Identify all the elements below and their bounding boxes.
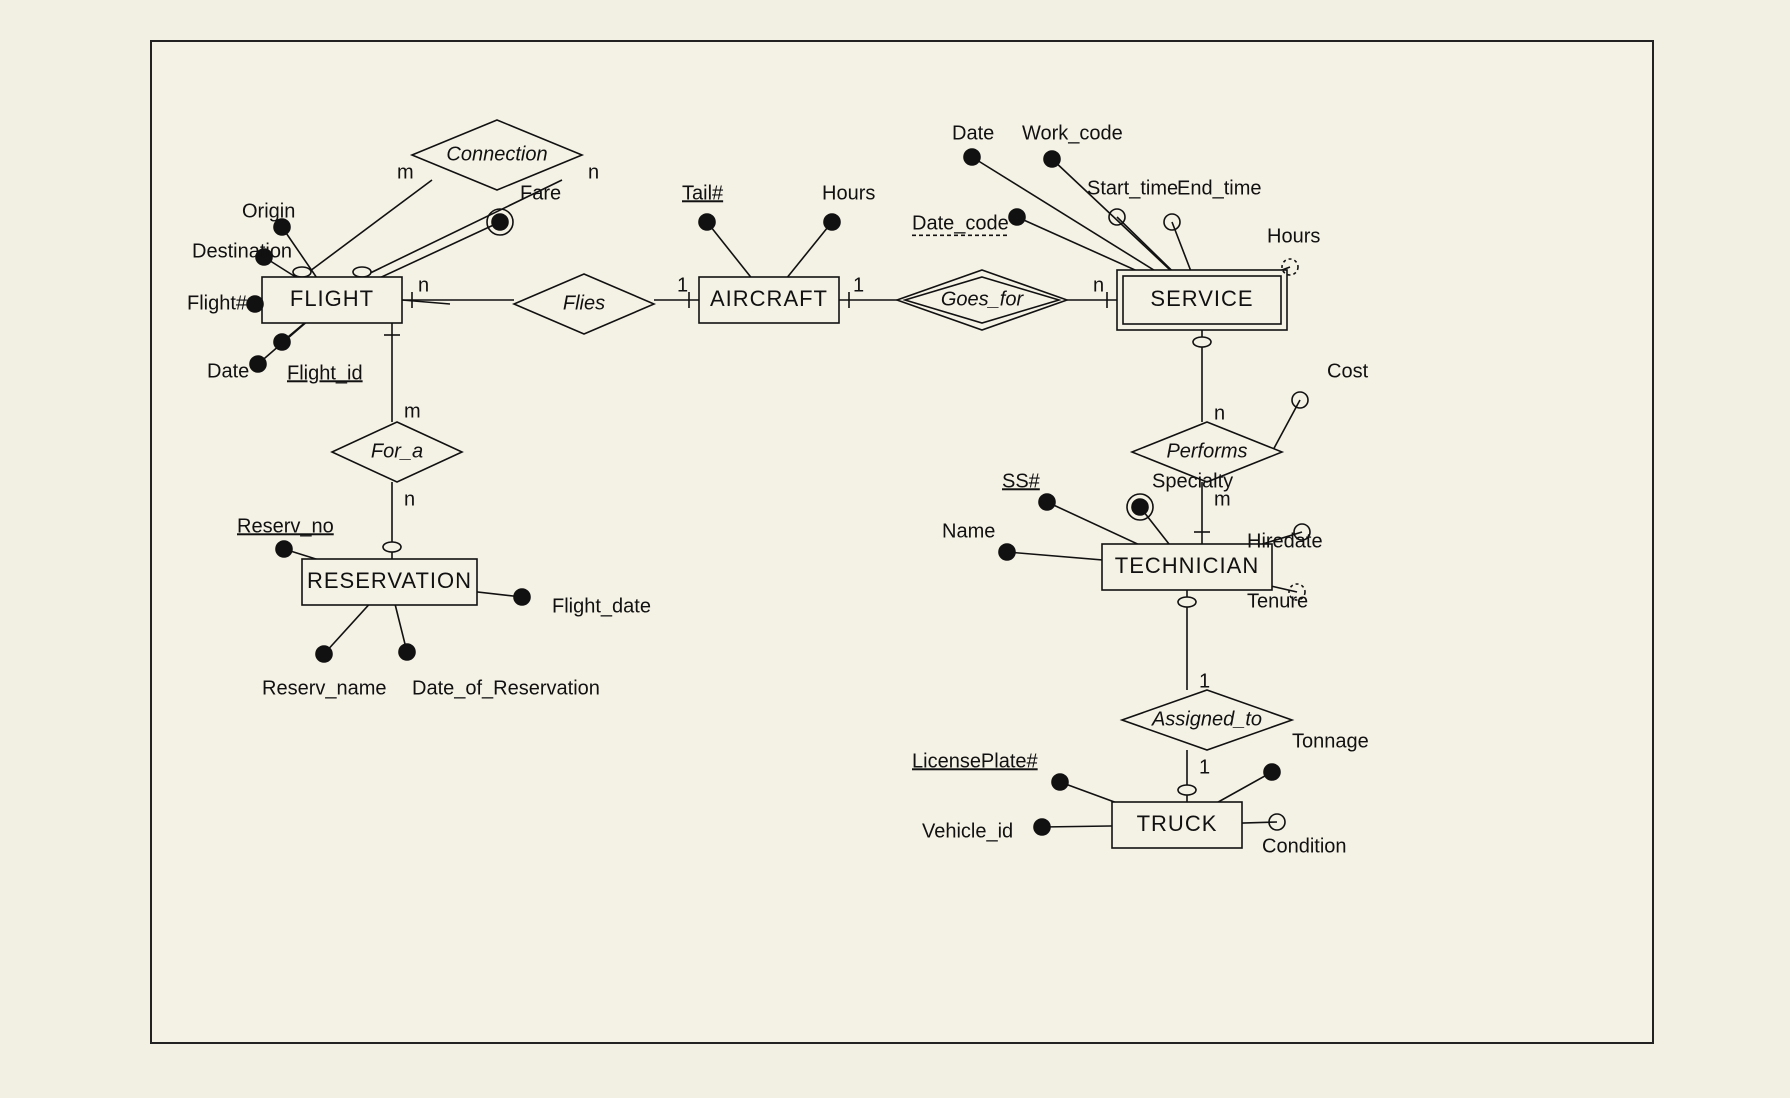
attr-label-date-of-reservation: Date_of_Reservation: [412, 677, 600, 699]
attr-label-flight-id: Flight_id: [287, 362, 363, 384]
attr-label-date: Date: [952, 122, 994, 144]
attr-label-specialty: Specialty: [1152, 470, 1233, 492]
svg-text:m: m: [404, 400, 421, 422]
attr-label-condition: Condition: [1262, 835, 1347, 857]
attr-label-end-time: End_time: [1177, 177, 1262, 199]
svg-text:TRUCK: TRUCK: [1137, 811, 1218, 836]
er-diagram-svg: FLIGHT AIRCRAFT SERVICE RESERVATION TECHNICI…: [152, 42, 1652, 1042]
page: FLIGHT AIRCRAFT SERVICE RESERVATION TECHNICI…: [0, 0, 1790, 1098]
svg-text:Connection: Connection: [446, 143, 547, 165]
svg-text:For_a: For_a: [371, 440, 423, 462]
svg-text:n: n: [588, 161, 599, 183]
svg-text:SERVICE: SERVICE: [1150, 286, 1253, 311]
svg-text:n: n: [1214, 402, 1225, 424]
svg-text:TECHNICIAN: TECHNICIAN: [1115, 553, 1259, 578]
attr-label-flight-: Flight#: [187, 292, 248, 314]
attr-label-name: Name: [942, 520, 995, 542]
attr-label-hours: Hours: [822, 182, 875, 204]
attr-label-tail-: Tail#: [682, 182, 724, 204]
attr-label-licenseplate-: LicensePlate#: [912, 750, 1039, 772]
attr-label-flight-date: Flight_date: [552, 595, 651, 617]
attr-label-start-time: Start_time: [1087, 177, 1178, 199]
attr-label-date-code: Date_code: [912, 212, 1009, 234]
svg-text:Cost: Cost: [1327, 360, 1369, 382]
attr-label-tonnage: Tonnage: [1292, 730, 1369, 752]
svg-text:n: n: [1093, 274, 1104, 296]
attr-label-tenure: Tenure: [1247, 590, 1308, 612]
attr-label-origin: Origin: [242, 200, 295, 222]
attr-label-ss-: SS#: [1002, 470, 1041, 492]
svg-text:RESERVATION: RESERVATION: [307, 568, 472, 593]
svg-text:1: 1: [1199, 756, 1210, 778]
svg-text:Performs: Performs: [1166, 440, 1247, 462]
svg-text:m: m: [397, 161, 414, 183]
svg-text:FLIGHT: FLIGHT: [290, 286, 374, 311]
svg-text:n: n: [404, 488, 415, 510]
svg-text:AIRCRAFT: AIRCRAFT: [710, 286, 828, 311]
attr-label-hiredate: Hiredate: [1247, 530, 1323, 552]
attr-label-work-code: Work_code: [1022, 122, 1123, 144]
attr-label-destination: Destination: [192, 240, 292, 262]
svg-text:1: 1: [677, 274, 688, 296]
attr-label-fare: Fare: [520, 182, 561, 204]
svg-text:1: 1: [853, 274, 864, 296]
svg-text:Goes_for: Goes_for: [941, 288, 1025, 310]
attr-label-reserv-name: Reserv_name: [262, 677, 387, 699]
svg-text:n: n: [418, 274, 429, 296]
diagram-frame: FLIGHT AIRCRAFT SERVICE RESERVATION TECHNICI…: [150, 40, 1654, 1044]
svg-text:Assigned_to: Assigned_to: [1151, 708, 1262, 730]
attr-label-reserv-no: Reserv_no: [237, 515, 334, 537]
attr-label-date: Date: [207, 360, 249, 382]
attr-label-vehicle-id: Vehicle_id: [922, 820, 1013, 842]
attr-label-hours: Hours: [1267, 225, 1320, 247]
svg-text:Flies: Flies: [563, 292, 605, 314]
svg-text:1: 1: [1199, 670, 1210, 692]
